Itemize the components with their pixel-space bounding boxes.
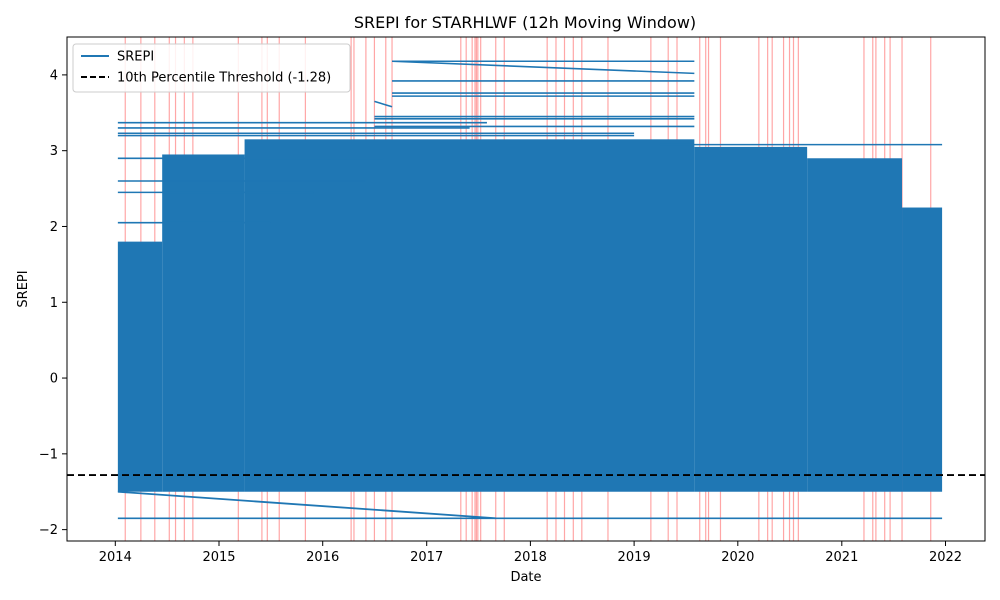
y-tick-label: −1 bbox=[39, 447, 58, 462]
band-segment bbox=[244, 139, 695, 492]
x-tick-label: 2018 bbox=[514, 550, 547, 565]
x-tick-label: 2015 bbox=[202, 550, 235, 565]
y-tick-label: 2 bbox=[50, 220, 58, 235]
srepi-key-path bbox=[117, 490, 496, 520]
y-tick-label: −2 bbox=[39, 523, 58, 538]
x-axis-title: Date bbox=[510, 570, 541, 585]
y-tick-label: 1 bbox=[50, 296, 58, 311]
x-tick-label: 2017 bbox=[410, 550, 443, 565]
x-tick-label: 2014 bbox=[99, 550, 132, 565]
legend-label-srepi: SREPI bbox=[117, 50, 154, 65]
y-tick-label: 4 bbox=[50, 68, 58, 83]
chart-title: SREPI for STARHLWF (12h Moving Window) bbox=[354, 13, 696, 32]
y-axis-title: SREPI bbox=[16, 270, 31, 307]
srepi-sweep-lines bbox=[117, 60, 943, 520]
key-path-diagonal bbox=[374, 100, 393, 108]
y-tick-label: 0 bbox=[50, 372, 58, 387]
y-tick-label: 3 bbox=[50, 144, 58, 159]
x-tick-label: 2019 bbox=[618, 550, 651, 565]
band-segment bbox=[694, 146, 808, 492]
legend: SREPI 10th Percentile Threshold (-1.28) bbox=[72, 43, 351, 93]
band-segment bbox=[117, 241, 163, 492]
x-tick-label: 2020 bbox=[721, 550, 754, 565]
legend-box bbox=[72, 43, 351, 93]
x-axis: 2014 2015 2016 2017 2018 2019 2020 2021 2022 bbox=[99, 541, 962, 565]
x-tick-label: 2016 bbox=[306, 550, 339, 565]
band-segment bbox=[162, 154, 245, 492]
x-tick-label: 2022 bbox=[929, 550, 962, 565]
key-path-diagonal bbox=[392, 60, 695, 75]
band-segment bbox=[807, 158, 903, 492]
srepi-dense-band bbox=[117, 139, 943, 492]
band-segment bbox=[902, 207, 943, 492]
plot-frame bbox=[66, 36, 986, 542]
y-axis: −2 −1 0 1 2 3 4 bbox=[39, 68, 67, 538]
legend-label-threshold: 10th Percentile Threshold (-1.28) bbox=[117, 71, 331, 86]
x-tick-label: 2021 bbox=[825, 550, 858, 565]
